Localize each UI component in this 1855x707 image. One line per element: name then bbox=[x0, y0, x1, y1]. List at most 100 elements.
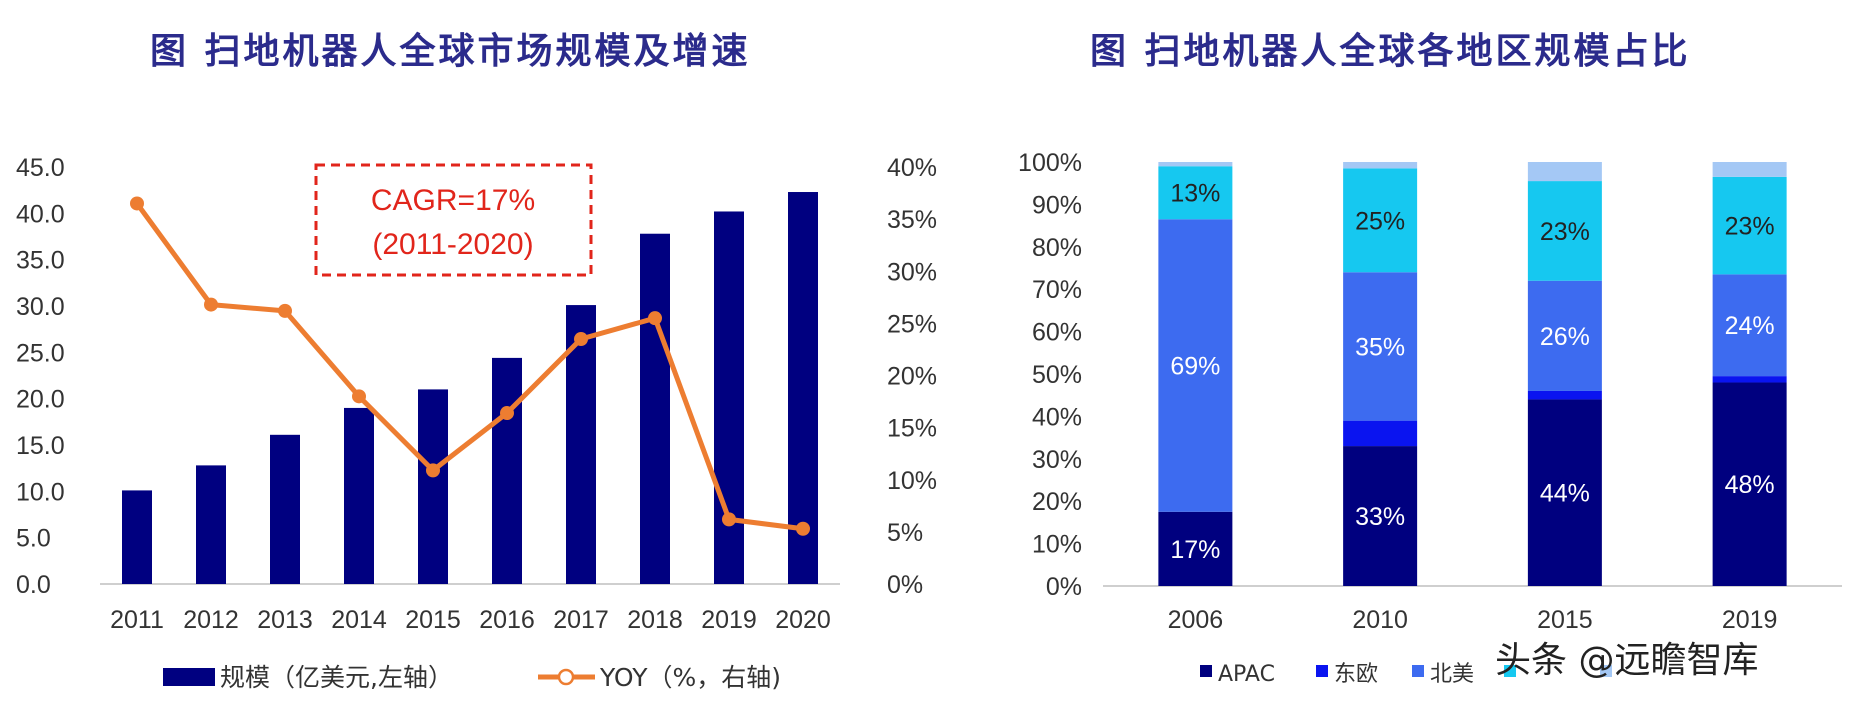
segment-value-label: 13% bbox=[1170, 180, 1220, 208]
x-tick-label: 2010 bbox=[1352, 606, 1408, 634]
region-share-segment bbox=[1527, 280, 1602, 391]
y-tick-label: 20% bbox=[1032, 488, 1082, 516]
x-tick-label: 2020 bbox=[775, 606, 831, 634]
y-tick-label: 60% bbox=[1032, 319, 1082, 347]
y-tick-label: 0% bbox=[1046, 573, 1082, 601]
y-tick-label: 50% bbox=[1032, 361, 1082, 389]
segment-value-label: 33% bbox=[1355, 503, 1405, 531]
segment-value-label: 35% bbox=[1355, 333, 1405, 361]
market-size-bar bbox=[714, 211, 744, 585]
region-share-segment bbox=[1712, 376, 1787, 383]
region-share-segment bbox=[1343, 162, 1418, 169]
region-share-segment bbox=[1527, 399, 1602, 586]
region-share-segment bbox=[1712, 382, 1787, 586]
region-share-segment bbox=[1343, 272, 1418, 421]
legend-swatch bbox=[1504, 665, 1516, 677]
region-share-segment bbox=[1527, 181, 1602, 281]
yoy-point bbox=[352, 389, 366, 404]
region-share-segment bbox=[1527, 162, 1602, 182]
left-chart-title: 图 扫地机器人全球市场规模及增速 bbox=[150, 30, 751, 72]
region-share-segment bbox=[1712, 176, 1787, 275]
cagr-period: (2011-2020) bbox=[372, 228, 533, 261]
segment-value-label: 23% bbox=[1540, 218, 1590, 246]
y-tick-label: 100% bbox=[1018, 149, 1082, 177]
y-left-tick-label: 10.0 bbox=[16, 478, 65, 506]
y-right-tick-label: 10% bbox=[887, 467, 937, 495]
right-chart-title: 图 扫地机器人全球各地区规模占比 bbox=[1090, 30, 1691, 72]
yoy-point bbox=[574, 332, 588, 347]
market-size-bar bbox=[492, 357, 522, 584]
y-left-tick-label: 15.0 bbox=[16, 432, 65, 460]
region-share-segment bbox=[1158, 162, 1233, 167]
legend-label: 东欧 bbox=[1334, 662, 1378, 687]
yoy-point bbox=[722, 512, 736, 527]
y-right-tick-label: 0% bbox=[887, 571, 923, 599]
yoy-point bbox=[796, 521, 810, 536]
y-left-tick-label: 20.0 bbox=[16, 386, 65, 414]
legend-line-label: YOY（%，右轴) bbox=[599, 663, 781, 692]
x-tick-label: 2013 bbox=[257, 606, 313, 634]
segment-value-label: 69% bbox=[1170, 353, 1220, 381]
y-left-tick-label: 5.0 bbox=[16, 525, 51, 553]
x-tick-label: 2011 bbox=[110, 606, 164, 634]
x-tick-label: 2014 bbox=[331, 606, 387, 634]
segment-value-label: 44% bbox=[1540, 480, 1590, 508]
market-size-bar bbox=[788, 192, 818, 584]
yoy-point bbox=[278, 303, 292, 318]
y-right-tick-label: 40% bbox=[887, 154, 937, 182]
x-tick-label: 2019 bbox=[1722, 606, 1778, 634]
segment-value-label: 23% bbox=[1725, 213, 1775, 241]
y-right-tick-label: 35% bbox=[887, 206, 937, 234]
y-left-tick-label: 30.0 bbox=[16, 293, 65, 321]
x-tick-label: 2006 bbox=[1168, 606, 1224, 634]
region-share-segment bbox=[1343, 168, 1418, 273]
legend-label: APAC bbox=[1218, 662, 1275, 687]
y-tick-label: 90% bbox=[1032, 191, 1082, 219]
y-tick-label: 70% bbox=[1032, 276, 1082, 304]
yoy-point bbox=[204, 297, 218, 312]
y-right-tick-label: 20% bbox=[887, 363, 937, 391]
legend-swatch bbox=[1200, 665, 1212, 677]
segment-value-label: 26% bbox=[1540, 323, 1590, 351]
market-size-bar bbox=[196, 465, 226, 584]
x-tick-label: 2017 bbox=[553, 606, 609, 634]
yoy-point bbox=[130, 196, 144, 211]
legend-bar-swatch bbox=[163, 668, 215, 686]
region-share-segment bbox=[1158, 511, 1233, 586]
legend-bar-label: 规模（亿美元,左轴） bbox=[220, 663, 453, 692]
x-tick-label: 2016 bbox=[479, 606, 535, 634]
yoy-point bbox=[500, 406, 514, 421]
cagr-label: CAGR=17% bbox=[371, 184, 535, 217]
y-right-tick-label: 25% bbox=[887, 310, 937, 338]
region-share-segment bbox=[1527, 390, 1602, 400]
y-tick-label: 40% bbox=[1032, 403, 1082, 431]
yoy-point bbox=[648, 311, 662, 326]
region-share-segment bbox=[1343, 420, 1418, 447]
region-share-segment bbox=[1158, 219, 1233, 512]
y-left-tick-label: 0.0 bbox=[16, 571, 51, 599]
legend-swatch bbox=[1412, 665, 1424, 677]
market-size-bar bbox=[640, 233, 670, 584]
y-tick-label: 80% bbox=[1032, 234, 1082, 262]
market-size-bar bbox=[418, 389, 448, 584]
region-share-segment bbox=[1343, 446, 1418, 586]
x-tick-label: 2012 bbox=[183, 606, 239, 634]
cagr-annotation: CAGR=17% (2011-2020) bbox=[314, 163, 593, 277]
y-right-tick-label: 5% bbox=[887, 519, 923, 547]
segment-value-label: 48% bbox=[1725, 471, 1775, 499]
market-size-bar bbox=[270, 434, 300, 584]
y-left-tick-label: 25.0 bbox=[16, 339, 65, 367]
x-tick-label: 2019 bbox=[701, 606, 757, 634]
y-right-tick-label: 30% bbox=[887, 258, 937, 286]
yoy-point bbox=[426, 463, 440, 478]
legend-swatch bbox=[1600, 665, 1612, 677]
y-left-tick-label: 35.0 bbox=[16, 247, 65, 275]
yoy-line bbox=[134, 202, 804, 532]
market-size-bar bbox=[122, 490, 152, 584]
watermark: 头条 @远瞻智库 bbox=[1495, 640, 1758, 681]
legend-line-marker bbox=[557, 668, 575, 686]
market-size-bar bbox=[344, 407, 374, 584]
x-tick-label: 2015 bbox=[1537, 606, 1593, 634]
region-share-segment bbox=[1712, 274, 1787, 377]
